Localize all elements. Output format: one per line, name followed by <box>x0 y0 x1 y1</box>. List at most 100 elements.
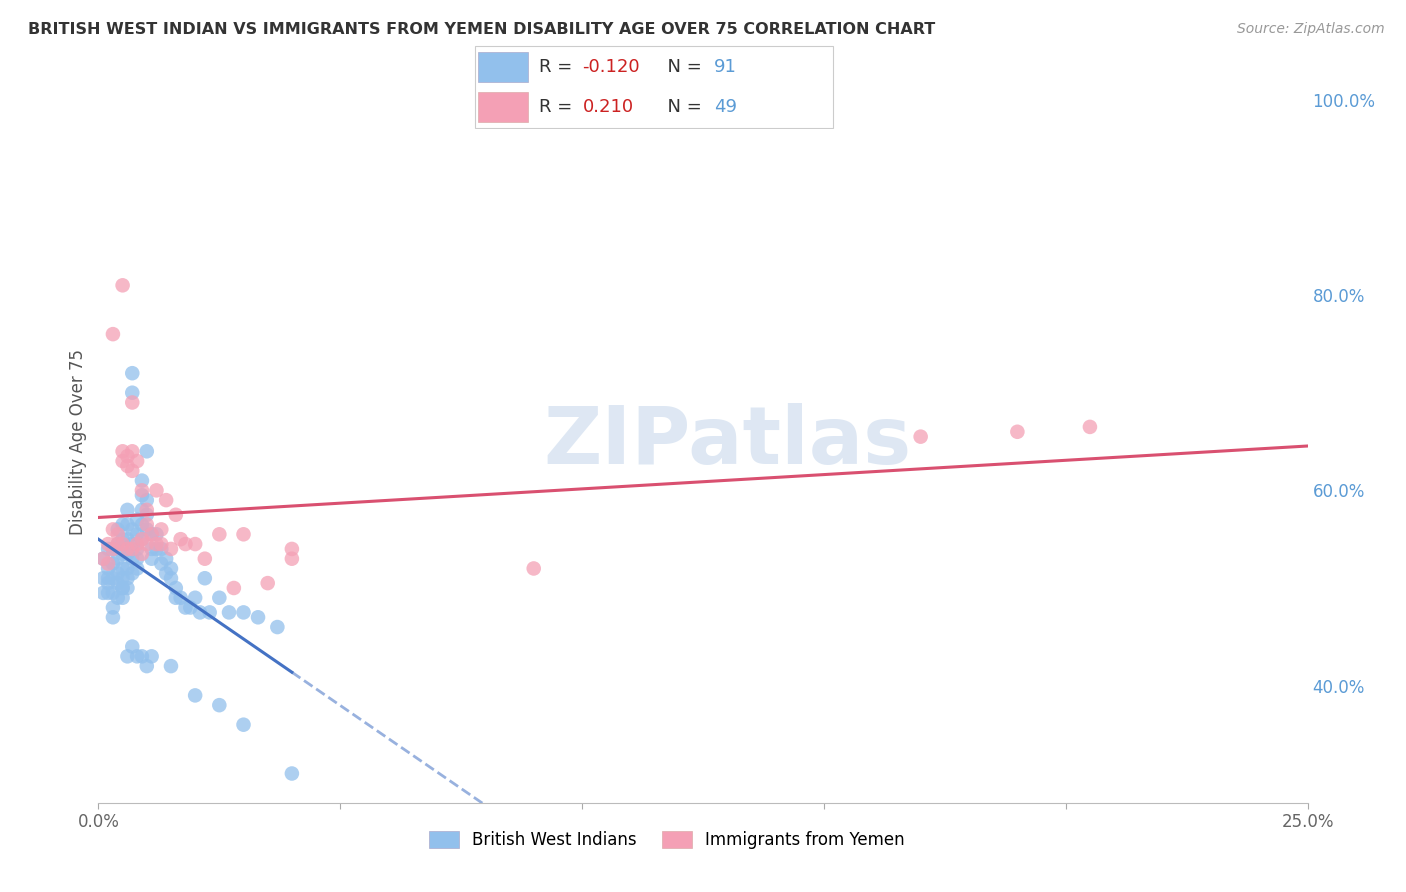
Point <box>141 551 163 566</box>
Point <box>131 532 153 546</box>
Point <box>111 561 134 575</box>
Point <box>1078 420 1101 434</box>
Point <box>135 517 157 532</box>
Point <box>160 571 183 585</box>
Y-axis label: Disability Age Over 75: Disability Age Over 75 <box>69 349 87 534</box>
Point <box>111 591 134 605</box>
Point <box>101 610 124 624</box>
Point <box>165 508 187 522</box>
Point <box>117 503 139 517</box>
Point <box>256 576 278 591</box>
Point <box>91 571 114 585</box>
Point <box>121 395 143 409</box>
Point <box>127 541 149 556</box>
Point <box>208 527 231 541</box>
Point <box>155 551 177 566</box>
Text: R =: R = <box>538 58 578 76</box>
Point <box>91 551 114 566</box>
Point <box>184 537 207 551</box>
Point <box>117 649 139 664</box>
Point <box>131 547 153 561</box>
Point <box>91 586 114 600</box>
Point <box>127 454 149 468</box>
Point <box>97 541 120 556</box>
Point <box>135 508 157 522</box>
Text: ZIPatlas: ZIPatlas <box>543 402 911 481</box>
Point <box>131 532 153 546</box>
Point <box>91 551 114 566</box>
Point <box>121 464 143 478</box>
Point <box>281 551 304 566</box>
Point <box>107 523 129 537</box>
Point <box>198 606 221 620</box>
Point <box>135 523 157 537</box>
Point <box>160 659 183 673</box>
Point <box>184 689 207 703</box>
Point <box>135 659 157 673</box>
Point <box>117 561 139 575</box>
Point <box>117 532 139 546</box>
Point <box>169 591 191 605</box>
Point <box>160 541 183 556</box>
Point <box>121 537 143 551</box>
Point <box>117 571 139 585</box>
Point <box>179 600 201 615</box>
Point <box>1007 425 1029 439</box>
Text: -0.120: -0.120 <box>582 58 640 76</box>
Point <box>101 571 124 585</box>
Point <box>141 527 163 541</box>
Point <box>222 581 245 595</box>
Point <box>121 523 143 537</box>
Point <box>127 551 149 566</box>
Point <box>135 537 157 551</box>
Point <box>165 581 187 595</box>
Point <box>135 444 157 458</box>
Point <box>150 537 173 551</box>
Point <box>111 547 134 561</box>
Point <box>174 537 197 551</box>
Point <box>145 483 167 498</box>
Point <box>107 551 129 566</box>
Point <box>117 547 139 561</box>
Point <box>97 571 120 585</box>
Point <box>111 581 134 595</box>
Point <box>117 541 139 556</box>
Point <box>131 488 153 502</box>
Point <box>281 541 304 556</box>
Point <box>523 561 546 575</box>
Point <box>97 557 120 571</box>
Point <box>141 649 163 664</box>
Point <box>107 591 129 605</box>
Point <box>169 532 191 546</box>
Point <box>121 551 143 566</box>
Point <box>165 591 187 605</box>
Point <box>232 606 254 620</box>
Point <box>111 454 134 468</box>
Text: BRITISH WEST INDIAN VS IMMIGRANTS FROM YEMEN DISABILITY AGE OVER 75 CORRELATION : BRITISH WEST INDIAN VS IMMIGRANTS FROM Y… <box>28 22 935 37</box>
Point <box>121 541 143 556</box>
Point <box>117 458 139 473</box>
Point <box>101 523 124 537</box>
Point <box>150 523 173 537</box>
Text: 0.210: 0.210 <box>582 98 634 116</box>
Text: R =: R = <box>538 98 583 116</box>
Point <box>131 474 153 488</box>
Point <box>121 566 143 581</box>
Point <box>155 493 177 508</box>
Point <box>135 503 157 517</box>
Point <box>131 503 153 517</box>
Point <box>141 541 163 556</box>
Point <box>131 649 153 664</box>
Point <box>101 586 124 600</box>
Point <box>281 766 304 780</box>
FancyBboxPatch shape <box>478 53 527 82</box>
Point <box>145 541 167 556</box>
Point <box>117 449 139 463</box>
Point <box>218 606 240 620</box>
Point <box>208 591 231 605</box>
Text: 49: 49 <box>714 98 737 116</box>
Text: 91: 91 <box>714 58 737 76</box>
Point <box>111 444 134 458</box>
Point <box>107 576 129 591</box>
Point <box>111 517 134 532</box>
